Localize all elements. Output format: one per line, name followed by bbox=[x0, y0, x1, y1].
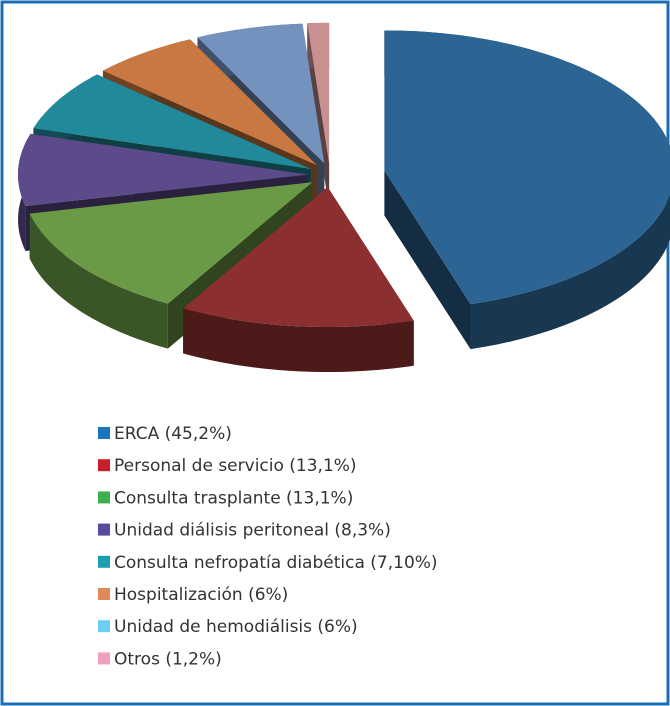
legend-swatch bbox=[98, 523, 110, 536]
legend-label: Otros (1,2%) bbox=[114, 649, 222, 669]
slice bbox=[102, 39, 317, 166]
slice bbox=[307, 22, 330, 163]
legend-label: Hospitalización (6%) bbox=[114, 585, 288, 605]
legend-swatch bbox=[98, 588, 110, 600]
legend-swatch bbox=[98, 491, 110, 504]
legend-swatch bbox=[98, 652, 110, 665]
slice bbox=[384, 30, 670, 305]
legend-label: Personal de servicio (13,1%) bbox=[114, 456, 357, 476]
slice bbox=[18, 133, 309, 206]
slice bbox=[33, 74, 311, 170]
slice-side bbox=[384, 170, 471, 350]
legend-swatch bbox=[98, 459, 110, 472]
legend-label: Consulta nefropatía diabética (7,10%) bbox=[114, 553, 438, 573]
slice-wall bbox=[29, 213, 168, 349]
slice-wall bbox=[183, 308, 414, 373]
legend-label: Consulta trasplante (13,1%) bbox=[114, 488, 353, 508]
legend-swatch bbox=[98, 427, 110, 439]
slice bbox=[29, 182, 313, 304]
legend-label: Unidad diálisis peritoneal (8,3%) bbox=[114, 521, 391, 541]
slice bbox=[197, 23, 325, 164]
slice bbox=[183, 187, 414, 328]
legend-swatch bbox=[98, 555, 110, 568]
legend-label: ERCA (45,2%) bbox=[114, 424, 232, 444]
legend-swatch bbox=[98, 620, 110, 633]
legend-label: Unidad de hemodiálisis (6%) bbox=[114, 617, 358, 637]
